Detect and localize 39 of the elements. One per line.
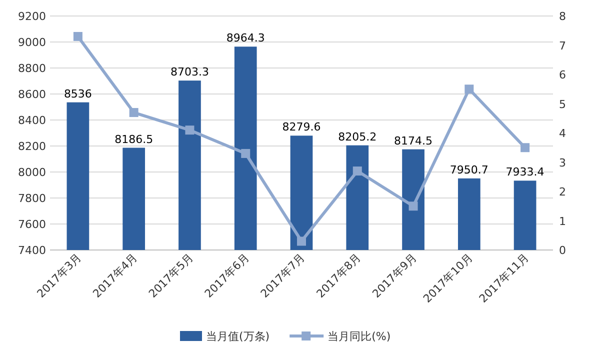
point xyxy=(297,236,306,246)
y-tick-label: 9200 xyxy=(18,10,46,23)
y2-tick-label: 6 xyxy=(559,68,566,82)
point xyxy=(520,143,530,152)
y-tick-label: 7400 xyxy=(18,244,46,257)
y-tick-label: 8000 xyxy=(18,166,46,179)
y2-tick-label: 0 xyxy=(559,244,566,257)
data-label: 8279.6 xyxy=(282,120,321,134)
point xyxy=(73,32,82,41)
y2-tick-label: 2 xyxy=(559,186,566,198)
point xyxy=(352,166,362,176)
data-label: 8536 xyxy=(64,87,92,100)
data-label: 8186.5 xyxy=(114,132,154,146)
y2-tick-label: 4 xyxy=(559,127,566,140)
y-tick-label: 9000 xyxy=(18,36,46,49)
point xyxy=(129,108,138,118)
point xyxy=(464,84,474,94)
point xyxy=(408,202,418,211)
y-tick-label: 7800 xyxy=(18,192,46,205)
y-tick-label: 8600 xyxy=(18,88,46,101)
data-label: 8174.5 xyxy=(394,134,433,148)
data-label: 8703.3 xyxy=(170,66,209,79)
y2-tick-label: 5 xyxy=(559,98,566,111)
point xyxy=(241,148,250,158)
legend-label: 当月值(万条) xyxy=(206,330,270,343)
data-label: 8964.3 xyxy=(226,32,265,45)
data-label: 7950.7 xyxy=(450,163,488,176)
data-label: 7933.4 xyxy=(506,166,544,179)
y2-tick-label: 3 xyxy=(559,156,566,170)
y-tick-label: 8400 xyxy=(18,114,46,127)
point xyxy=(185,126,194,135)
data-label: 8205.2 xyxy=(338,130,377,144)
y-tick-label: 8800 xyxy=(18,62,46,75)
y-tick-label: 8200 xyxy=(18,140,46,153)
y-tick-label: 7600 xyxy=(18,218,46,231)
y2-tick-label: 7 xyxy=(559,39,566,52)
legend-label: 当月同比(%) xyxy=(328,330,391,343)
y2-tick-label: 1 xyxy=(559,214,566,228)
y2-tick-label: 8 xyxy=(559,10,566,23)
